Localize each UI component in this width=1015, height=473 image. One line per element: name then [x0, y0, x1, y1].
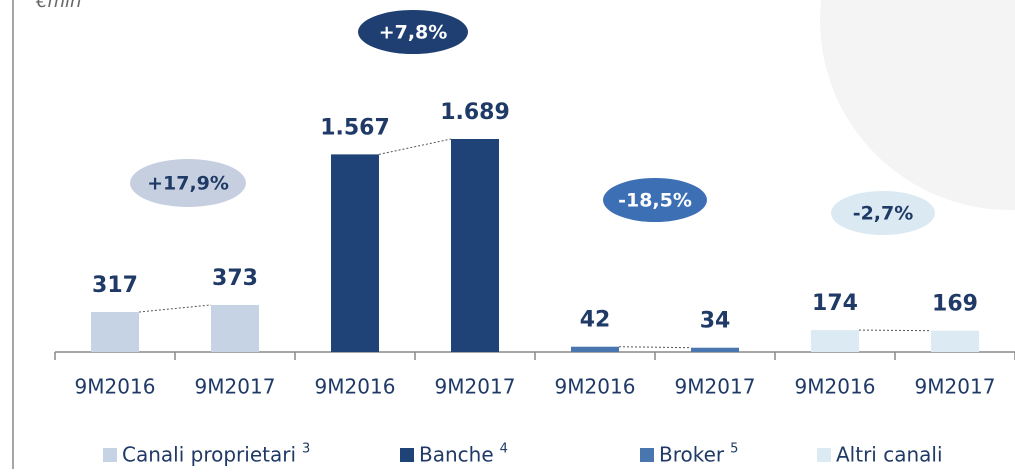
x-tick-label: 9M2016 [555, 375, 636, 399]
change-label: +17,9% [147, 173, 229, 195]
legend-swatch [103, 448, 117, 462]
legend-footnote: 5 [730, 442, 738, 457]
legend-swatch [640, 448, 654, 462]
unit-label: €mln [35, 0, 81, 12]
change-label: -2,7% [853, 203, 914, 225]
bar [331, 154, 379, 352]
legend-label: Canali proprietari [122, 443, 296, 467]
legend-swatch [400, 448, 414, 462]
value-label: 174 [812, 291, 858, 316]
bar [811, 330, 859, 352]
legend-label: Broker [659, 443, 725, 467]
connector [378, 138, 452, 155]
change-badge [130, 159, 246, 207]
x-tick-label: 9M2016 [75, 375, 156, 399]
x-tick-label: 9M2017 [435, 375, 516, 399]
bar [211, 304, 259, 352]
bar [931, 330, 979, 352]
legend-label: Banche [419, 443, 494, 467]
x-tick-label: 9M2017 [195, 375, 276, 399]
value-label: 169 [932, 292, 978, 317]
bar [451, 138, 499, 352]
legend-swatch [817, 448, 831, 462]
change-badge [831, 191, 935, 235]
value-label: 1.567 [320, 115, 390, 140]
bar [691, 347, 739, 352]
change-badge [358, 10, 468, 54]
value-label: 34 [700, 309, 731, 334]
connector [618, 346, 692, 349]
background-circle [820, 0, 1015, 210]
connector [858, 329, 932, 332]
x-tick-label: 9M2016 [315, 375, 396, 399]
value-label: 317 [92, 273, 138, 298]
value-label: 1.689 [440, 100, 510, 125]
legend-footnote: 3 [302, 442, 310, 457]
legend-footnote: 4 [500, 442, 508, 457]
bar [91, 312, 139, 352]
x-tick-label: 9M2016 [795, 375, 876, 399]
bar [571, 346, 619, 352]
value-label: 42 [580, 308, 611, 333]
connector [138, 304, 212, 313]
value-label: 373 [212, 266, 258, 291]
change-badge [603, 178, 707, 222]
x-tick-label: 9M2017 [675, 375, 756, 399]
x-tick-label: 9M2017 [915, 375, 996, 399]
change-label: +7,8% [379, 22, 448, 44]
change-label: -18,5% [618, 190, 692, 212]
legend-label: Altri canali [836, 443, 943, 467]
